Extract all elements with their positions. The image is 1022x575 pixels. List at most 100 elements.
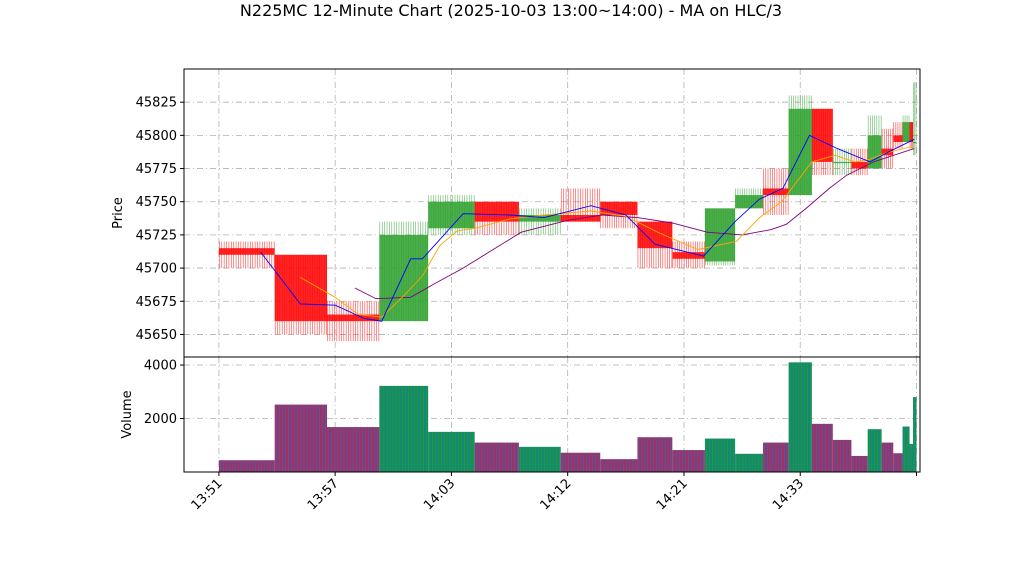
volume-bar-fill — [600, 459, 638, 472]
candle-body — [704, 208, 736, 262]
candle-up — [867, 115, 882, 169]
candle-body — [893, 135, 903, 142]
price-tick-label: 45650 — [136, 328, 177, 343]
volume-bar-down — [811, 423, 833, 472]
volume-bar-down — [763, 442, 789, 472]
volume-bar-down — [832, 439, 852, 472]
volume-bar-up — [867, 429, 882, 472]
candle-down — [909, 122, 914, 149]
candle-up — [902, 115, 910, 142]
volume-axes-frame — [183, 356, 921, 473]
candle-body — [518, 214, 561, 222]
candle-body — [788, 108, 812, 196]
x-tick-label: 13:51 — [189, 476, 226, 513]
candle-up — [913, 82, 917, 156]
ma-mid-line — [300, 145, 915, 318]
candle-body — [811, 108, 833, 162]
candle-down — [881, 128, 894, 169]
volume-bar-down — [327, 427, 380, 472]
candle-down — [474, 201, 519, 235]
volume-y-ticks: 2000 4000 — [144, 359, 184, 427]
ma-slow-line — [354, 148, 915, 300]
candle-body — [832, 161, 852, 164]
price-tick-label: 45775 — [136, 162, 177, 177]
price-tick-label: 45750 — [136, 195, 177, 210]
x-tick-label: 14:21 — [654, 476, 691, 513]
candle-body — [672, 252, 705, 259]
volume-bar-fill — [788, 362, 812, 472]
candle-up — [379, 221, 429, 322]
volume-bar-up — [913, 397, 917, 472]
candle-body — [218, 248, 275, 255]
candle-body — [913, 141, 917, 144]
candle-down — [637, 221, 673, 269]
candle-down — [893, 122, 903, 149]
volume-tick-label: 2000 — [144, 412, 177, 427]
volume-bar-down — [600, 459, 638, 472]
volume-bar-down — [560, 452, 601, 472]
candle-body — [735, 195, 764, 209]
volume-bar-up — [735, 453, 764, 472]
volume-bar-fill — [518, 446, 561, 472]
volume-bar-down — [672, 450, 705, 472]
volume-bar-fill — [637, 437, 673, 472]
volume-tick-label: 4000 — [144, 359, 177, 374]
volume-bar-fill — [379, 385, 429, 472]
candle-body — [902, 122, 910, 142]
price-panel: 45650 45675 45700 45725 45750 45775 45800 45825… — [111, 68, 921, 358]
candle-body — [474, 201, 519, 222]
volume-bar-fill — [832, 439, 852, 472]
volume-bars — [218, 362, 917, 472]
volume-bar-up — [788, 362, 812, 472]
volume-bar-down — [474, 442, 519, 472]
price-tick-label: 45800 — [136, 129, 177, 144]
price-axis-label: Price — [111, 197, 126, 229]
candle-down — [327, 301, 380, 342]
price-tick-label: 45725 — [136, 228, 177, 243]
volume-bar-up — [704, 438, 736, 472]
volume-bar-fill — [428, 431, 475, 472]
chart-title: N225MC 12-Minute Chart (2025-10-03 13:00… — [240, 1, 782, 20]
x-tick-label: 13:57 — [305, 476, 342, 513]
volume-bar-down — [637, 437, 673, 472]
volume-axis-label: Volume — [120, 390, 135, 438]
moving-averages — [260, 134, 915, 322]
volume-bar-down — [218, 460, 275, 472]
candle-up — [832, 148, 852, 176]
volume-bar-down — [893, 453, 903, 472]
volume-bar-fill — [704, 438, 736, 472]
candle-down — [274, 254, 328, 335]
price-tick-label: 45675 — [136, 295, 177, 310]
x-ticks: 13:51 13:57 14:03 14:12 14:21 14:33 — [189, 472, 918, 513]
candle-body — [881, 148, 894, 156]
candle-down — [218, 241, 275, 269]
candle-body — [909, 122, 914, 142]
candle-body — [428, 201, 475, 229]
volume-bar-up — [909, 443, 914, 472]
price-tick-label: 45825 — [136, 96, 177, 111]
candle-up — [518, 208, 561, 235]
price-tick-label: 45700 — [136, 262, 177, 277]
volume-bar-down — [274, 404, 328, 472]
volume-panel: 2000 4000 Volume — [120, 356, 921, 473]
price-y-ticks: 45650 45675 45700 45725 45750 45775 45800 45825 — [136, 96, 184, 343]
volume-bar-up — [518, 446, 561, 472]
candle-up — [704, 208, 736, 266]
volume-bar-fill — [881, 442, 894, 472]
volume-bar-up — [428, 431, 475, 472]
x-tick-label: 14:03 — [421, 476, 458, 513]
candle-body — [327, 314, 380, 322]
candle-up — [788, 95, 812, 196]
candle-up — [735, 188, 764, 209]
volume-bar-up — [379, 385, 429, 472]
candle-down — [811, 108, 833, 176]
volume-bar-fill — [902, 426, 910, 472]
x-tick-label: 14:12 — [537, 476, 574, 513]
ma-fast-line — [260, 134, 915, 322]
volume-bar-up — [902, 426, 910, 472]
candle-body — [600, 201, 638, 215]
x-tick-label: 14:33 — [770, 476, 807, 513]
volume-bar-down — [881, 442, 894, 472]
candle-body — [851, 161, 868, 169]
